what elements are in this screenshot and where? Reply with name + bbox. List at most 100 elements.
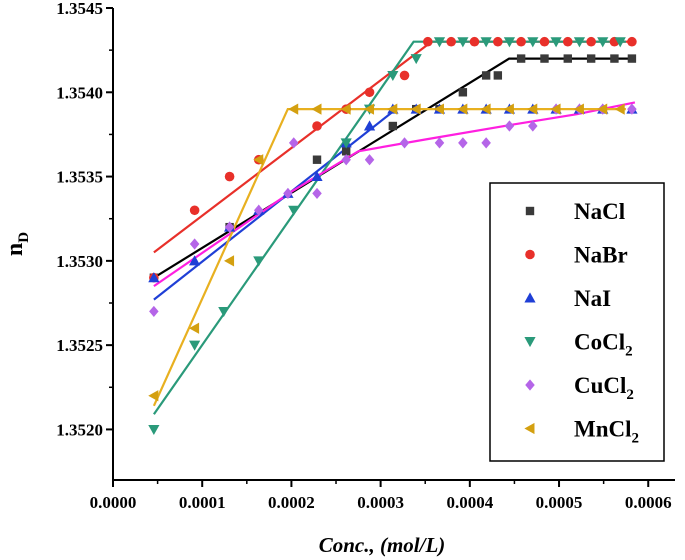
point-cocl2-3 (253, 256, 265, 267)
point-nacl-12 (563, 54, 572, 63)
point-cucl2-3 (254, 204, 264, 216)
point-nacl-9 (493, 71, 503, 80)
point-nabr-6 (364, 87, 375, 98)
point-mncl2-4 (288, 103, 299, 115)
point-cocl2-9 (433, 37, 446, 48)
point-mncl2-16 (573, 103, 584, 115)
point-nacl-11 (540, 54, 549, 63)
point-cocl2-4 (288, 205, 300, 216)
point-mncl2-8 (387, 103, 398, 115)
x-tick-label: 0.0005 (536, 493, 583, 512)
point-nai-0 (148, 272, 160, 283)
point-cucl2-12 (481, 137, 491, 149)
point-cocl2-10 (457, 37, 469, 48)
x-tick-label: 0.0002 (268, 493, 315, 512)
point-mncl2-17 (597, 103, 608, 115)
point-mncl2-12 (480, 103, 491, 115)
point-nacl-10 (516, 54, 526, 63)
point-mncl2-18 (614, 103, 625, 115)
y-tick-label: 1.3545 (56, 0, 103, 18)
point-cucl2-7 (341, 154, 351, 166)
x-tick-label: 0.0006 (625, 493, 672, 512)
point-cucl2-9 (399, 137, 410, 149)
legend-marker-mncl2 (524, 422, 535, 435)
point-cocl2-17 (614, 37, 626, 48)
x-tick-label: 0.0004 (446, 493, 493, 512)
point-nabr-11 (493, 36, 503, 47)
point-mncl2-14 (527, 103, 538, 115)
point-cocl2-13 (527, 37, 539, 48)
x-axis-title: Conc., (mol/L) (319, 533, 446, 557)
point-cocl2-16 (597, 37, 609, 48)
point-nabr-1 (189, 205, 200, 216)
point-cucl2-6 (312, 187, 322, 200)
point-mncl2-2 (223, 255, 235, 267)
point-nacl-14 (610, 54, 619, 63)
point-mncl2-1 (189, 322, 200, 334)
point-cucl2-1 (189, 238, 200, 250)
point-nai-5 (311, 170, 323, 182)
point-nabr-4 (312, 121, 322, 131)
point-nacl-2 (312, 155, 322, 164)
point-cocl2-8 (410, 54, 422, 65)
point-nacl-13 (586, 54, 596, 63)
point-mncl2-7 (363, 103, 375, 115)
y-axis-title: nD (2, 232, 32, 256)
point-cucl2-10 (434, 137, 445, 149)
legend: NaCl NaBr NaI CoCl2 CuCl2 MnCl2 (489, 182, 665, 462)
point-nacl-3 (341, 147, 351, 156)
point-cucl2-11 (458, 137, 468, 149)
fit-line-nai (153, 109, 395, 301)
legend-label-nabr: NaBr (574, 243, 628, 268)
point-nacl-7 (458, 88, 468, 97)
legend-marker-nabr (525, 249, 535, 260)
point-cocl2-1 (189, 340, 201, 351)
point-nabr-9 (446, 36, 456, 47)
point-mncl2-15 (550, 103, 561, 115)
point-cocl2-12 (503, 37, 516, 48)
point-nabr-7 (399, 70, 410, 81)
point-cocl2-0 (148, 424, 160, 436)
legend-marker-cocl2 (524, 337, 536, 348)
point-cucl2-13 (504, 120, 515, 132)
y-tick-label: 1.3540 (56, 83, 103, 102)
point-nabr-12 (516, 36, 526, 47)
point-cocl2-15 (573, 37, 586, 48)
point-cocl2-14 (550, 37, 562, 48)
y-tick-label: 1.3530 (56, 252, 103, 271)
x-tick-label: 0.0001 (179, 493, 226, 512)
legend-label-cucl2: CuCl2 (574, 373, 634, 403)
y-tick-label: 1.3525 (56, 336, 103, 355)
point-nabr-14 (562, 36, 573, 47)
legend-box (489, 182, 665, 462)
legend-marker-cucl2 (525, 379, 535, 391)
point-mncl2-13 (503, 103, 514, 115)
point-cucl2-14 (528, 120, 538, 132)
legend-label-cocl2: CoCl2 (574, 330, 633, 360)
legend-label-nacl: NaCl (574, 199, 625, 224)
point-mncl2-11 (457, 103, 468, 115)
legend-marker-nai (524, 292, 536, 303)
point-cucl2-18 (627, 103, 637, 115)
point-mncl2-6 (340, 103, 351, 115)
legend-label-mncl2: MnCl2 (574, 417, 639, 447)
plot-area (148, 36, 638, 436)
point-cocl2-11 (480, 37, 492, 48)
point-cucl2-0 (149, 305, 159, 318)
point-nacl-15 (627, 54, 637, 63)
point-nacl-4 (388, 121, 398, 131)
point-nabr-8 (423, 36, 433, 47)
point-mncl2-3 (253, 154, 264, 166)
point-nai-1 (189, 255, 201, 266)
point-cocl2-2 (218, 306, 230, 318)
point-cucl2-2 (224, 221, 235, 233)
point-mncl2-10 (433, 103, 444, 115)
point-cocl2-7 (387, 70, 399, 82)
legend-marker-nacl (525, 206, 535, 216)
legend-label-nai: NaI (574, 286, 611, 311)
y-tick-label: 1.3520 (56, 420, 103, 439)
point-mncl2-5 (311, 103, 322, 115)
point-cocl2-5 (340, 138, 352, 149)
x-tick-label: 0.0000 (90, 493, 137, 512)
point-nai-7 (363, 120, 376, 131)
